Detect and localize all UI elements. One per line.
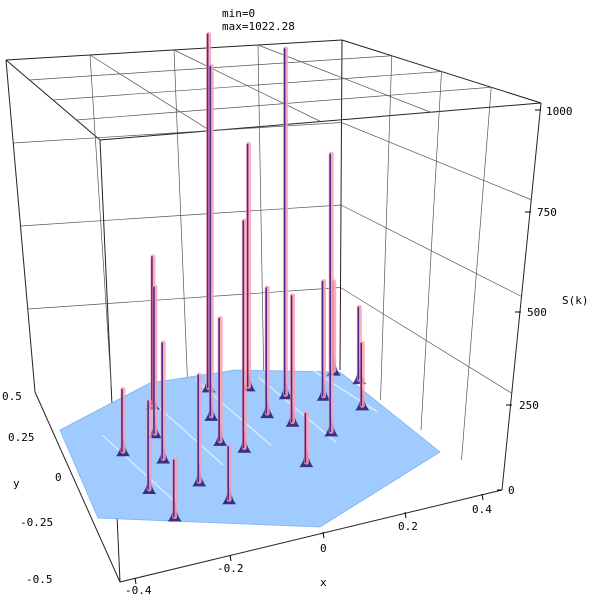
peaks [115,31,370,522]
grid-back-left-v-0 [89,54,112,387]
z-axis-label: S(k) [562,294,589,307]
peak [241,141,256,392]
y-axis-label: y [13,477,20,490]
peak [316,279,331,401]
y-tick-label-neg0.5: -0.5 [26,573,53,586]
peak [115,387,130,457]
peak [260,285,275,419]
z-tick-label-750: 750 [537,206,557,219]
grid-back-right-v-2 [461,87,492,461]
x-tick-label-0.2: 0.2 [398,520,418,533]
peak [142,398,157,495]
x-tick-0 [322,531,325,539]
peak [355,340,370,411]
plane-ridge [258,377,337,444]
plane-ridge [101,434,176,503]
y-axis-edge [34,391,121,583]
peak [352,304,367,385]
x-tick-label-0.4: 0.4 [472,503,492,516]
x-tick-0.2 [404,511,407,519]
peak [204,63,219,421]
grid-top-b-1 [173,49,321,122]
min-label: min=0 [222,7,255,20]
peak [285,293,300,427]
grid-back-right-v-0 [380,55,393,401]
peak [167,457,182,522]
max-label: max=1022.28 [222,20,295,33]
z-tick-label-0: 0 [508,484,515,497]
peak [324,151,339,437]
z-tick-label-1000: 1000 [546,105,573,118]
x-tick-0.4 [481,493,484,501]
y-tick-label-0.5: 0.5 [2,390,22,403]
peak [156,340,171,464]
y-tick-label-neg0.25: -0.25 [20,516,53,529]
peak [213,316,228,446]
x-axis-label: x [320,576,327,589]
z-axis-ticks: 0 250 500 750 1000 S(k) [497,105,589,497]
x-tick-neg0.2 [229,554,232,562]
x-tick-label-neg0.2: -0.2 [217,562,244,575]
peak [201,31,216,393]
y-axis-ticks: 0.5 0.25 0 -0.25 -0.5 y [2,390,62,586]
peak [278,46,293,400]
z-tick-label-500: 500 [527,306,547,319]
x-tick-neg0.4 [134,577,137,585]
peak [299,411,314,468]
z-tick-label-250: 250 [519,399,539,412]
peak [222,444,237,505]
x-axis-ticks: -0.4 -0.2 0 0.2 0.4 x [125,493,492,597]
x-tick-label-0: 0 [320,542,327,555]
peak [237,218,252,453]
peak [192,372,207,487]
y-tick-label-0: 0 [55,471,62,484]
grid-back-left-v-1 [173,49,188,382]
x-tick-label-neg0.4: -0.4 [125,584,152,597]
x-axis-edge [119,489,503,583]
peak [147,284,162,439]
grid-back-left-v-2 [257,44,265,376]
y-tick-label-0.25: 0.25 [8,431,35,444]
grid-back-right-v-1 [420,71,442,431]
